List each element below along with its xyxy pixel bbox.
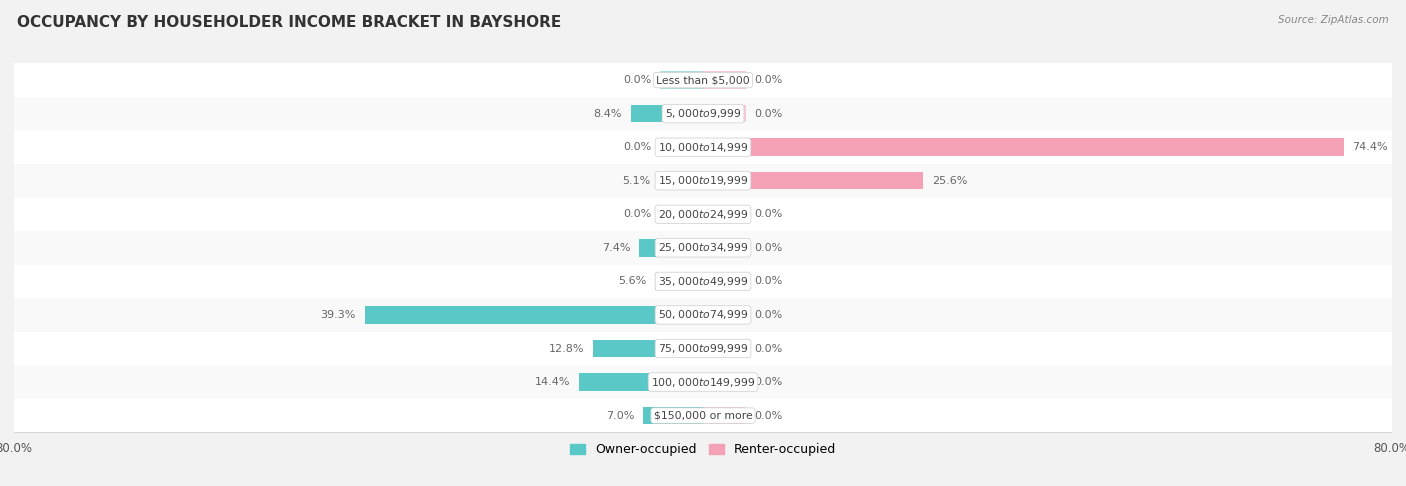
Text: 0.0%: 0.0% [755,243,783,253]
Text: 25.6%: 25.6% [932,176,967,186]
Bar [659,71,703,89]
FancyBboxPatch shape [0,332,1406,365]
FancyBboxPatch shape [0,298,1406,332]
Bar [655,273,703,290]
Text: 5.1%: 5.1% [623,176,651,186]
Bar [703,172,924,190]
FancyBboxPatch shape [0,130,1406,164]
Text: OCCUPANCY BY HOUSEHOLDER INCOME BRACKET IN BAYSHORE: OCCUPANCY BY HOUSEHOLDER INCOME BRACKET … [17,15,561,30]
Text: 0.0%: 0.0% [623,209,651,219]
Text: Less than $5,000: Less than $5,000 [657,75,749,85]
Text: 0.0%: 0.0% [755,277,783,286]
Text: 0.0%: 0.0% [755,411,783,420]
Bar [703,71,747,89]
Text: $15,000 to $19,999: $15,000 to $19,999 [658,174,748,187]
Text: 0.0%: 0.0% [755,344,783,353]
Text: $75,000 to $99,999: $75,000 to $99,999 [658,342,748,355]
Text: 0.0%: 0.0% [755,310,783,320]
FancyBboxPatch shape [0,63,1406,97]
Text: 7.0%: 7.0% [606,411,634,420]
Text: 7.4%: 7.4% [602,243,631,253]
Bar [703,373,747,391]
FancyBboxPatch shape [0,231,1406,265]
Bar [703,139,1344,156]
Text: $5,000 to $9,999: $5,000 to $9,999 [665,107,741,120]
Text: 8.4%: 8.4% [593,109,621,119]
Bar [703,239,747,257]
FancyBboxPatch shape [0,164,1406,197]
Bar [579,373,703,391]
Text: 0.0%: 0.0% [755,75,783,85]
Text: $100,000 to $149,999: $100,000 to $149,999 [651,376,755,388]
Text: 0.0%: 0.0% [755,209,783,219]
FancyBboxPatch shape [0,265,1406,298]
Bar [703,206,747,223]
Text: $10,000 to $14,999: $10,000 to $14,999 [658,141,748,154]
FancyBboxPatch shape [0,399,1406,433]
Text: 12.8%: 12.8% [548,344,583,353]
Text: $50,000 to $74,999: $50,000 to $74,999 [658,309,748,321]
Text: $35,000 to $49,999: $35,000 to $49,999 [658,275,748,288]
FancyBboxPatch shape [0,197,1406,231]
FancyBboxPatch shape [0,365,1406,399]
Text: $25,000 to $34,999: $25,000 to $34,999 [658,242,748,254]
Bar [659,206,703,223]
Text: $150,000 or more: $150,000 or more [654,411,752,420]
Bar [703,273,747,290]
Bar [659,172,703,190]
Legend: Owner-occupied, Renter-occupied: Owner-occupied, Renter-occupied [565,438,841,462]
Bar [703,306,747,324]
Text: Source: ZipAtlas.com: Source: ZipAtlas.com [1278,15,1389,25]
Text: 74.4%: 74.4% [1353,142,1388,152]
Bar [643,407,703,424]
Bar [640,239,703,257]
Bar [703,340,747,357]
Text: 0.0%: 0.0% [755,377,783,387]
Bar [631,105,703,122]
FancyBboxPatch shape [0,97,1406,130]
Text: 0.0%: 0.0% [755,109,783,119]
Text: 39.3%: 39.3% [321,310,356,320]
Text: 14.4%: 14.4% [534,377,571,387]
Bar [593,340,703,357]
Text: 0.0%: 0.0% [623,75,651,85]
Bar [659,139,703,156]
Text: $20,000 to $24,999: $20,000 to $24,999 [658,208,748,221]
Bar [703,105,747,122]
Bar [703,407,747,424]
Text: 5.6%: 5.6% [617,277,647,286]
Bar [364,306,703,324]
Text: 0.0%: 0.0% [623,142,651,152]
